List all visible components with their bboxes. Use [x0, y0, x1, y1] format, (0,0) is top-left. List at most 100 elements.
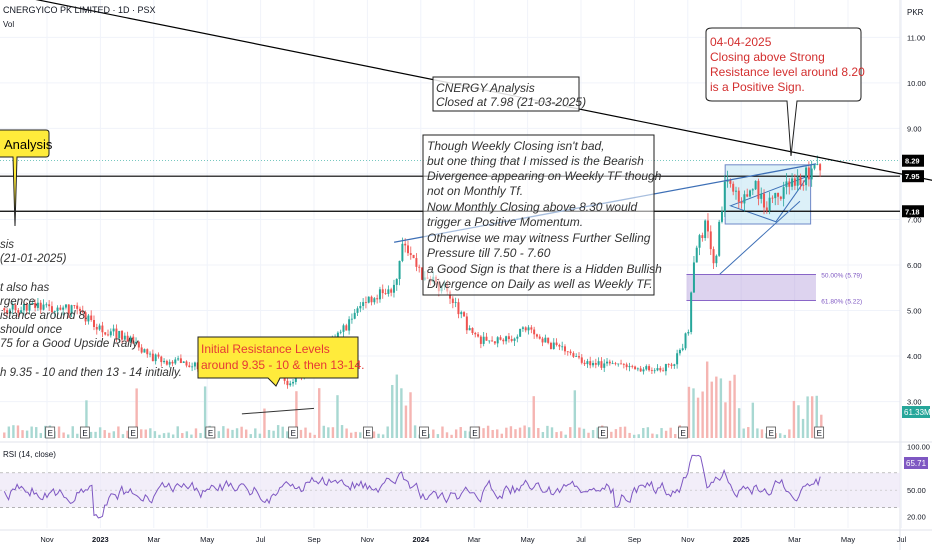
red-callout[interactable]: 04-04-2025 Closing above Strong Resistan… — [705, 27, 865, 157]
candle-up — [359, 305, 362, 309]
candle-up — [561, 346, 564, 348]
volume-bar — [610, 431, 613, 438]
candle-up — [664, 364, 667, 372]
symbol-title[interactable]: CNERGYICO PK LIMITED · 1D · PSX — [3, 5, 156, 15]
volume-bar — [450, 434, 453, 438]
cnergy-analysis-box[interactable]: CNERGY Analysis Closed at 7.98 (21-03-20… — [432, 76, 586, 112]
candle-up — [373, 298, 376, 303]
rsi-tick-label: 100.00 — [907, 443, 930, 452]
cnergy-box-line-1: CNERGY Analysis — [436, 81, 535, 95]
candle-up — [31, 303, 34, 305]
candle-down — [580, 357, 583, 363]
candle-down — [614, 363, 617, 365]
candle-down — [491, 340, 494, 342]
candle-up — [64, 304, 67, 308]
volume-bar — [532, 396, 535, 438]
candle-down — [648, 366, 651, 371]
candle-up — [87, 315, 90, 322]
volume-bar — [651, 433, 654, 438]
candle-up — [782, 187, 785, 199]
candle-down — [81, 310, 84, 313]
candle-down — [558, 344, 561, 347]
candle-up — [513, 338, 516, 341]
candle-up — [516, 336, 519, 339]
volume-bar — [591, 430, 595, 438]
candle-down — [634, 366, 637, 370]
analysis-callout-shape — [0, 129, 50, 227]
volume-bar — [432, 429, 435, 438]
time-tick-label: 2025 — [733, 535, 750, 544]
volume-bar — [244, 429, 248, 438]
candle-down — [146, 349, 149, 355]
weekly-closing-box[interactable]: Though Weekly Closing isn't bad, but one… — [422, 134, 662, 296]
candle-down — [530, 327, 533, 330]
candle-up — [704, 220, 707, 239]
left-partial-text: sis (21-01-2025) t also has rgence, ista… — [0, 239, 182, 379]
candle-up — [8, 309, 11, 314]
candle-down — [577, 356, 580, 358]
candle-down — [121, 330, 124, 340]
candle-down — [90, 315, 93, 321]
candle-up — [754, 180, 757, 190]
candle-down — [76, 305, 79, 309]
candle-down — [286, 380, 289, 386]
fib-levels: 50.00% (5.79) 61.80% (5.22) — [686, 273, 862, 305]
volume-bar — [140, 429, 143, 438]
volume-bar — [486, 425, 490, 438]
candle-down — [670, 364, 673, 366]
analysis-callout[interactable]: Analysis — [0, 129, 53, 227]
candle-down — [763, 193, 766, 208]
candle-up — [592, 363, 595, 366]
candle-up — [454, 302, 457, 304]
volume-bar — [496, 429, 499, 438]
earnings-marker — [79, 426, 90, 439]
weekly-line-1: Though Weekly Closing isn't bad, — [427, 139, 605, 153]
candle-down — [524, 327, 527, 331]
candle-up — [796, 176, 799, 186]
resistance-callout[interactable]: Initial Resistance Levels around 9.35 - … — [197, 336, 364, 387]
volume-bar — [254, 428, 257, 438]
earnings-marker-label: E — [421, 429, 426, 438]
weekly-line-7: Otherwise we may witness Further Selling — [427, 231, 651, 245]
candle-up — [182, 361, 185, 363]
volume-bar — [327, 427, 330, 438]
candle-down — [737, 190, 740, 202]
volume-bar — [25, 430, 29, 438]
volume-bar — [98, 427, 102, 438]
candle-up — [734, 190, 737, 192]
fib-label: 61.80% (5.22) — [821, 298, 862, 305]
candle-up — [676, 353, 679, 365]
candle-down — [622, 363, 625, 365]
left-line-7: should once — [0, 324, 62, 336]
candle-up — [743, 194, 746, 204]
volume-bar — [578, 427, 581, 438]
candle-up — [575, 356, 578, 357]
candle-up — [681, 348, 684, 350]
candle-down — [185, 361, 188, 366]
rsi-tick-label: 20.00 — [907, 512, 926, 521]
candle-down — [712, 249, 715, 264]
volume-bar — [779, 433, 782, 438]
candle-down — [799, 176, 802, 185]
volume-bar — [121, 434, 125, 438]
volume-bar — [573, 390, 577, 438]
volume-bar — [523, 425, 526, 438]
candle-up — [348, 319, 351, 331]
candle-down — [471, 328, 474, 333]
time-tick-label: May — [521, 535, 535, 544]
candle-down — [746, 194, 749, 197]
candle-down — [188, 365, 191, 368]
candle-down — [477, 334, 480, 337]
left-line-6: istance around 8. — [0, 310, 88, 322]
red-callout-line-1: 04-04-2025 — [710, 35, 772, 49]
volume-bar — [719, 378, 723, 438]
volume-bar — [149, 428, 152, 438]
volume-bar — [117, 426, 120, 438]
volume-bar — [258, 433, 262, 438]
volume-bar — [112, 431, 116, 438]
candle-down — [569, 351, 572, 354]
volume-bar — [345, 428, 348, 438]
volume-bar — [400, 388, 403, 438]
